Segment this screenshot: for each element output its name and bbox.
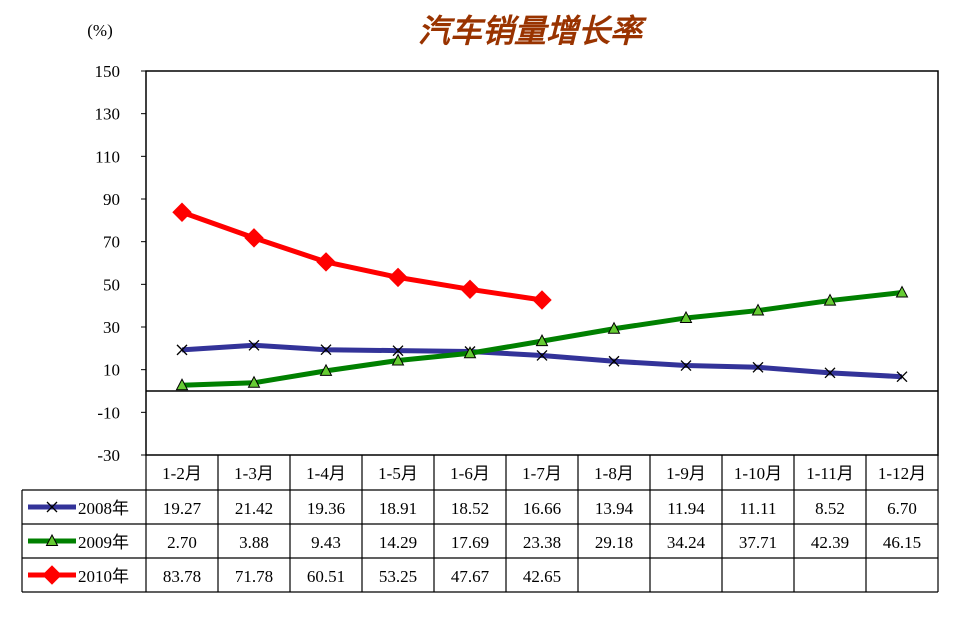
table-cell: 18.91	[379, 499, 417, 518]
marker-diamond	[460, 279, 480, 300]
table-cell: 3.88	[239, 533, 269, 552]
category-label: 1-7月	[522, 464, 562, 483]
table-cell: 11.11	[740, 499, 777, 518]
marker-x	[752, 361, 764, 373]
table-cell: 46.15	[883, 533, 921, 552]
marker-x	[320, 344, 332, 356]
marker-triangle	[391, 353, 405, 366]
table-cell: 18.52	[451, 499, 489, 518]
table-cell: 47.67	[451, 567, 490, 586]
legend-key	[28, 501, 76, 513]
table-cell: 11.94	[667, 499, 705, 518]
axes: 150 130 110 90 70 50 30 10 -10 -30	[95, 62, 939, 465]
table-cell: 21.42	[235, 499, 273, 518]
marker-x	[176, 344, 188, 356]
marker-triangle	[319, 363, 333, 376]
y-tick-label: 70	[103, 233, 120, 252]
y-tick-label: 150	[95, 62, 121, 81]
series-3	[172, 202, 552, 310]
y-tick-label: -30	[97, 446, 120, 465]
category-label: 1-9月	[666, 464, 706, 483]
table-cell: 19.27	[163, 499, 202, 518]
legend-key	[28, 533, 76, 546]
y-tick-label: 130	[95, 105, 121, 124]
table-cell: 60.51	[307, 567, 345, 586]
category-label: 1-5月	[378, 464, 418, 483]
y-tick-label: 10	[103, 361, 120, 380]
legend-key	[28, 565, 76, 585]
marker-triangle	[895, 285, 909, 298]
category-label: 1-11月	[806, 464, 854, 483]
marker-x	[536, 349, 548, 361]
marker-triangle	[45, 533, 59, 546]
table-cell: 6.70	[887, 499, 917, 518]
marker-x	[896, 371, 908, 383]
category-label: 1-4月	[306, 464, 346, 483]
plot-frame	[145, 70, 939, 456]
table-cell: 19.36	[307, 499, 345, 518]
marker-diamond	[532, 290, 552, 310]
marker-triangle	[247, 375, 261, 388]
marker-diamond	[42, 565, 62, 585]
marker-x	[824, 367, 836, 379]
category-label: 1-10月	[734, 464, 782, 483]
y-tick-label: 30	[103, 318, 120, 337]
marker-triangle	[823, 293, 837, 306]
series-1	[176, 339, 908, 383]
table-cell: 42.65	[523, 567, 561, 586]
marker-x	[608, 355, 620, 367]
chart-title: 汽车销量增长率	[418, 12, 647, 50]
table-cell: 37.71	[739, 533, 777, 552]
series-line	[181, 342, 903, 380]
table-cell: 71.78	[235, 567, 273, 586]
y-tick-label: 110	[95, 147, 120, 166]
marker-diamond	[388, 267, 408, 288]
legend-label: 2009年	[78, 533, 129, 552]
table-cell: 13.94	[595, 499, 634, 518]
table-cell: 83.78	[163, 567, 201, 586]
legend-label: 2010年	[78, 567, 129, 586]
legend-label: 2008年	[78, 499, 129, 518]
marker-diamond	[244, 228, 264, 248]
marker-triangle	[535, 334, 549, 347]
marker-x	[248, 339, 260, 351]
table-cell: 9.43	[311, 533, 341, 552]
marker-diamond	[172, 202, 192, 222]
series-line	[181, 209, 543, 303]
table-cell: 16.66	[523, 499, 561, 518]
y-unit-label: (%)	[87, 21, 112, 40]
table-cell: 14.29	[379, 533, 417, 552]
marker-triangle	[175, 378, 189, 391]
series-layer	[172, 202, 909, 391]
category-label: 1-12月	[878, 464, 926, 483]
y-tick-label: 50	[103, 275, 120, 294]
y-tick-label: 90	[103, 190, 120, 209]
table-cell: 8.52	[815, 499, 845, 518]
table-cell: 17.69	[451, 533, 489, 552]
series-2	[175, 285, 909, 391]
marker-x	[680, 360, 692, 371]
marker-diamond	[316, 252, 336, 272]
table-cell: 29.18	[595, 533, 633, 552]
y-tick-label: -10	[97, 403, 120, 422]
category-label: 1-2月	[162, 464, 202, 483]
marker-triangle	[679, 310, 693, 323]
table-cell: 23.38	[523, 533, 561, 552]
data-table: 1-2月 1-3月 1-4月 1-5月 1-6月 1-7月 1-8月 1-9月 1-10月 1-1…	[21, 455, 939, 593]
table-cell: 34.24	[667, 533, 706, 552]
marker-triangle	[463, 346, 477, 359]
marker-x	[392, 345, 404, 357]
marker-triangle	[607, 321, 621, 334]
table-cell: 42.39	[811, 533, 849, 552]
marker-triangle	[751, 303, 765, 316]
marker-x	[46, 501, 58, 513]
category-label: 1-6月	[450, 464, 490, 483]
category-label: 1-8月	[594, 464, 634, 483]
table-cell: 53.25	[379, 567, 417, 586]
table-cell: 2.70	[167, 533, 197, 552]
category-label: 1-3月	[234, 464, 274, 483]
